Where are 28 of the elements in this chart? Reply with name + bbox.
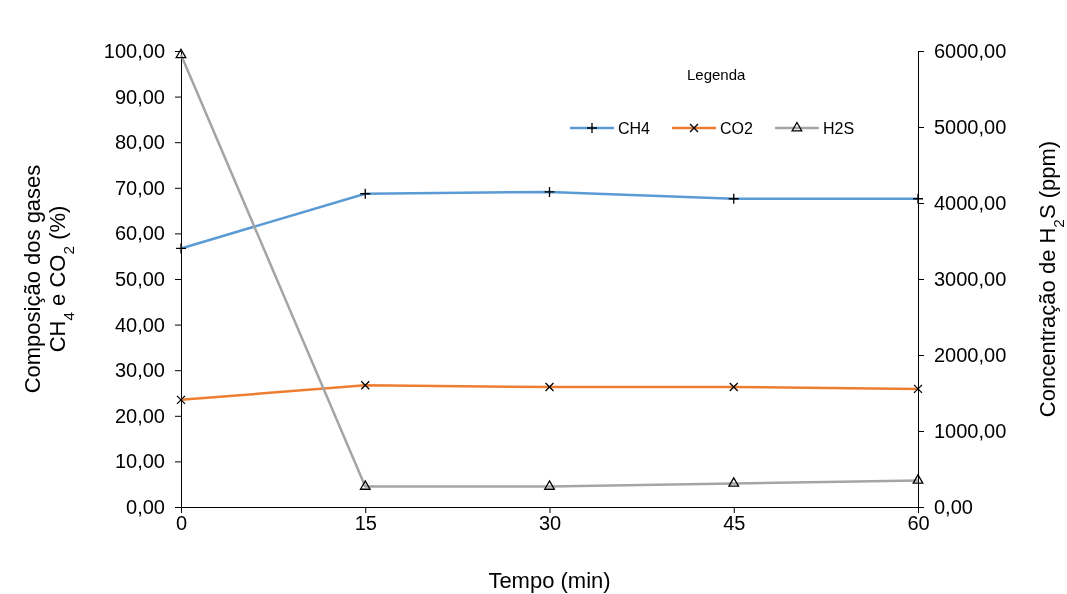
y-tick-label: 30,00 [114,359,165,382]
x-axis-title: Tempo (min) [488,568,611,593]
x-tick-label: 30 [538,512,562,535]
y-tick-label: 60,00 [114,222,165,245]
y-tick-label: 0,00 [126,495,165,518]
y-tick-label: 80,00 [114,131,165,154]
y2-tick-label: 6000,00 [934,39,1007,62]
y-tick-label: 90,00 [114,85,165,108]
x-tick-label: 0 [175,512,188,535]
y2-tick-label: 0,00 [934,495,973,518]
y-tick-label: 50,00 [114,267,165,290]
y2-tick-label: 5000,00 [934,115,1007,138]
x-tick-label: 45 [723,512,746,535]
legend-label: CO2 [720,120,754,137]
y-tick-label: 100,00 [103,39,165,62]
y2-tick-label: 2000,00 [934,343,1007,366]
y-tick-label: 20,00 [114,404,165,427]
y2-tick-label: 4000,00 [934,191,1007,214]
y-tick-label: 10,00 [114,450,165,473]
legend-label: CH4 [618,120,651,137]
legend-title: Legenda [687,66,747,83]
x-tick-label: 60 [907,512,930,535]
x-tick-label: 15 [354,512,377,535]
y2-tick-label: 1000,00 [934,419,1007,442]
y-tick-label: 70,00 [114,176,165,199]
y2-tick-label: 3000,00 [934,267,1007,290]
legend-label: H2S [822,120,855,137]
y-tick-label: 40,00 [114,313,165,336]
